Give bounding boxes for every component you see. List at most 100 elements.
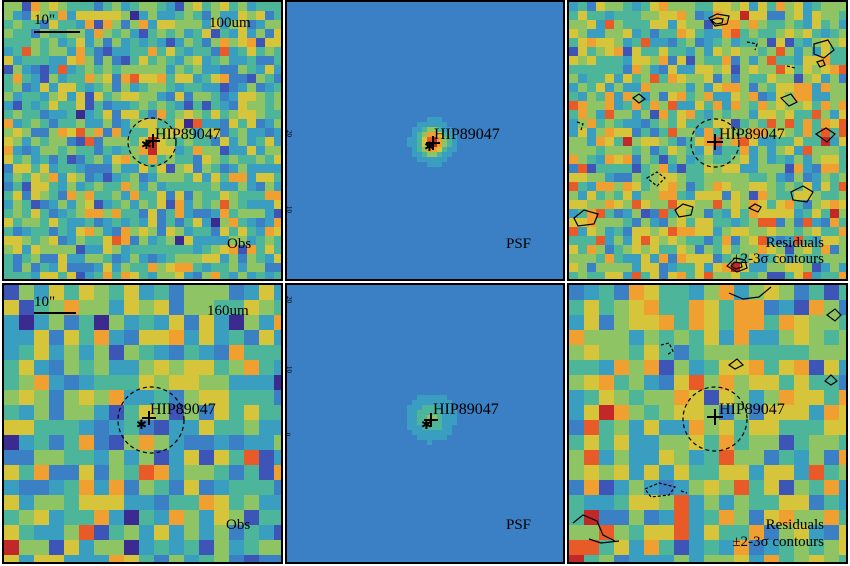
map-pixel xyxy=(317,92,323,98)
map-pixel xyxy=(407,37,413,43)
map-pixel xyxy=(76,20,86,30)
map-pixel xyxy=(417,62,423,68)
map-pixel xyxy=(830,29,840,39)
map-pixel xyxy=(472,202,478,208)
map-pixel xyxy=(387,12,393,18)
map-pixel xyxy=(417,187,423,193)
map-pixel xyxy=(322,247,328,253)
map-pixel xyxy=(397,182,403,188)
map-pixel xyxy=(4,29,14,39)
map-pixel xyxy=(387,237,393,243)
map-pixel xyxy=(193,173,203,183)
map-pixel xyxy=(103,56,113,66)
map-pixel xyxy=(312,47,318,53)
map-pixel xyxy=(457,17,463,23)
map-pixel xyxy=(372,207,378,213)
map-pixel xyxy=(542,112,548,118)
map-pixel xyxy=(166,101,176,111)
map-pixel xyxy=(427,222,433,228)
map-pixel xyxy=(482,212,488,218)
map-pixel xyxy=(352,267,358,273)
map-pixel xyxy=(103,173,113,183)
map-pixel xyxy=(377,42,383,48)
map-pixel xyxy=(437,42,443,48)
map-pixel xyxy=(202,173,212,183)
map-pixel xyxy=(317,2,323,8)
map-pixel xyxy=(472,197,478,203)
map-pixel xyxy=(265,56,275,66)
map-pixel xyxy=(542,267,548,273)
map-pixel xyxy=(4,83,14,93)
map-pixel xyxy=(49,47,59,57)
map-pixel xyxy=(821,11,831,21)
map-pixel xyxy=(507,157,513,163)
map-pixel xyxy=(557,277,563,279)
map-pixel xyxy=(247,245,257,255)
map-pixel xyxy=(605,83,615,93)
map-pixel xyxy=(112,128,122,138)
map-pixel xyxy=(497,117,503,123)
map-pixel xyxy=(422,77,428,83)
map-pixel xyxy=(397,17,403,23)
map-pixel xyxy=(502,247,508,253)
map-pixel xyxy=(193,56,203,66)
map-pixel xyxy=(452,32,458,38)
map-pixel xyxy=(740,92,750,102)
map-pixel xyxy=(357,242,363,248)
map-pixel xyxy=(103,245,113,255)
map-pixel xyxy=(452,112,458,118)
map-pixel xyxy=(527,202,533,208)
map-pixel xyxy=(758,200,768,210)
map-pixel xyxy=(527,7,533,13)
map-pixel xyxy=(452,162,458,168)
map-pixel xyxy=(292,257,298,263)
map-pixel xyxy=(312,72,318,78)
map-pixel xyxy=(372,42,378,48)
map-pixel xyxy=(211,245,221,255)
map-pixel xyxy=(552,82,558,88)
map-pixel xyxy=(422,167,428,173)
map-pixel xyxy=(427,42,433,48)
map-pixel xyxy=(437,77,443,83)
map-pixel xyxy=(462,12,468,18)
map-pixel xyxy=(659,110,669,120)
map-pixel xyxy=(452,202,458,208)
map-pixel xyxy=(517,142,523,148)
map-pixel xyxy=(357,222,363,228)
map-pixel xyxy=(412,177,418,183)
map-pixel xyxy=(256,263,266,273)
map-pixel xyxy=(532,187,538,193)
map-pixel xyxy=(94,74,104,84)
map-pixel xyxy=(502,17,508,23)
band-label: 100um xyxy=(209,15,251,31)
map-pixel xyxy=(427,97,433,103)
map-pixel xyxy=(477,172,483,178)
map-pixel xyxy=(392,17,398,23)
map-pixel xyxy=(392,272,398,278)
map-pixel xyxy=(821,182,831,192)
map-pixel xyxy=(337,142,343,148)
map-pixel xyxy=(352,82,358,88)
map-pixel xyxy=(302,87,308,93)
map-pixel xyxy=(297,92,303,98)
map-pixel xyxy=(442,177,448,183)
map-pixel xyxy=(367,262,373,268)
map-pixel xyxy=(482,117,488,123)
map-pixel xyxy=(184,227,194,237)
map-pixel xyxy=(641,227,651,237)
map-pixel xyxy=(758,47,768,57)
map-pixel xyxy=(322,262,328,268)
map-pixel xyxy=(307,187,313,193)
map-pixel xyxy=(427,272,433,278)
map-pixel xyxy=(547,7,553,13)
map-pixel xyxy=(412,152,418,158)
map-pixel xyxy=(542,42,548,48)
map-pixel xyxy=(412,92,418,98)
map-pixel xyxy=(307,252,313,258)
map-pixel xyxy=(527,252,533,258)
map-pixel xyxy=(287,227,293,233)
map-pixel xyxy=(547,57,553,63)
map-pixel xyxy=(220,182,230,192)
map-pixel xyxy=(547,207,553,213)
map-pixel xyxy=(492,72,498,78)
